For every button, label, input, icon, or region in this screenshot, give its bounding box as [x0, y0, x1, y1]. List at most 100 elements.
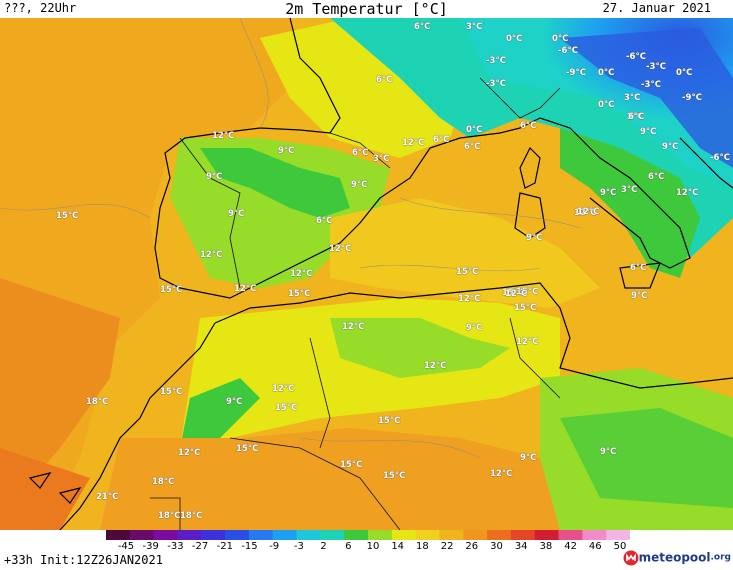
color-scale-swatch: [248, 530, 274, 540]
temperature-label: 15°C: [160, 285, 183, 295]
forecast-date: 27. Januar 2021: [602, 1, 711, 15]
temperature-label: 9°C: [640, 127, 657, 137]
temperature-label: -9°C: [682, 93, 702, 103]
color-scale-swatch: [201, 530, 226, 540]
temperature-label: 12°C: [490, 469, 513, 479]
temperature-label: 12°C: [290, 269, 313, 279]
scale-tick-label: -9: [269, 541, 280, 552]
temperature-label: 12°C: [577, 207, 600, 217]
scale-tick-label: 18: [416, 541, 429, 552]
color-scale-labels: -45 -39 -33 -27 -21 -15 -9 -3 2 6 10 14 18 22 26 30 34 38…: [0, 541, 733, 553]
scale-tick-label: 26: [465, 541, 479, 552]
color-scale-swatch: [153, 530, 179, 540]
temperature-map: 6°C 3°C 0°C 0°C -6°C -6°C -3°C -3°C -9°C 0°C 0°C -3…: [0, 18, 733, 530]
temperature-label: 12°C: [424, 361, 447, 371]
temperature-field: [0, 18, 733, 530]
temperature-label: 12°C: [234, 284, 257, 294]
scale-tick-label: 2: [320, 541, 327, 552]
color-scale-swatch: [582, 530, 607, 540]
scale-tick-label: -33: [167, 541, 184, 552]
scale-tick-label: 38: [539, 541, 553, 552]
temperature-label: 18°C: [86, 397, 109, 407]
temperature-label: 0°C: [598, 100, 615, 110]
temperature-label: 6°C: [433, 135, 450, 145]
scale-tick-label: 42: [564, 541, 577, 552]
temperature-label: 15°C: [378, 416, 401, 426]
temperature-label: 6°C: [414, 22, 431, 32]
temperature-label: 9°C: [600, 188, 617, 198]
temperature-label: -6°C: [710, 153, 730, 163]
map-title: 2m Temperatur [°C]: [285, 0, 448, 18]
color-scale-swatch: [129, 530, 155, 540]
temperature-label: -3°C: [486, 79, 506, 89]
temperature-label: 3°C: [621, 185, 638, 195]
iberia-green-field: [200, 148, 350, 218]
color-scale-bar: [106, 530, 630, 540]
brand-name: meteopool: [638, 550, 711, 565]
color-scale-swatch: [415, 530, 441, 540]
temperature-label: 0°C: [466, 125, 483, 135]
scale-tick-label: -45: [117, 541, 135, 552]
temperature-label: 6°C: [630, 263, 647, 273]
temperature-label: 9°C: [226, 397, 243, 407]
temperature-label: 3°C: [466, 22, 483, 32]
temperature-label: 0°C: [676, 68, 693, 78]
atlas-yellow-field: [180, 298, 560, 448]
temperature-label: 15°C: [502, 288, 525, 298]
color-scale-swatch: [368, 530, 393, 540]
meteopool-logo-icon: [623, 550, 639, 566]
temperature-label: 12°C: [676, 188, 699, 198]
init-info: +33h Init:12Z26JAN2021: [4, 553, 163, 567]
temperature-label: 3°C: [624, 93, 641, 103]
temperature-label: 15°C: [516, 287, 539, 297]
brand-logo[interactable]: meteopool.org: [623, 547, 731, 565]
temperature-label: 12°C: [516, 337, 539, 347]
temperature-label: 15°C: [236, 444, 259, 454]
color-scale-svg: [106, 530, 630, 540]
temperature-label: 12°C: [200, 250, 223, 260]
temperature-label: 12°C: [178, 448, 201, 458]
temperature-label: 9°C: [631, 291, 648, 301]
color-scale-swatch: [487, 530, 512, 540]
map-footer: -45 -39 -33 -27 -21 -15 -9 -3 2 6 10 14 18 22 26 30 34 38…: [0, 530, 733, 567]
canary-field: [0, 448, 90, 530]
color-scale-swatch: [177, 530, 202, 540]
scale-tick-label: 30: [490, 541, 503, 552]
scale-tick-label: -39: [142, 541, 159, 552]
color-scale-swatch: [558, 530, 583, 540]
color-scale-swatch: [296, 530, 321, 540]
scale-tick-label: 46: [588, 541, 602, 552]
color-scale-swatch: [225, 530, 250, 540]
temperature-label: 0°C: [506, 34, 523, 44]
color-scale-swatch: [391, 530, 417, 540]
temperature-label: 6°C: [376, 75, 393, 85]
temperature-label: 3°C: [373, 154, 390, 164]
color-scale-swatch: [320, 530, 345, 540]
scale-tick-label: 6: [345, 541, 352, 552]
med-sea-field: [330, 198, 600, 308]
scale-tick-label: 34: [514, 541, 528, 552]
high-atlas-field: [180, 378, 260, 448]
temperature-label: -6°C: [558, 46, 578, 56]
italy-green-field: [560, 128, 700, 278]
temperature-label: 6°C: [648, 172, 665, 182]
temperature-label: 9°C: [351, 180, 368, 190]
run-label: ???, 22Uhr: [4, 1, 77, 15]
scale-tick-label: 10: [366, 541, 380, 552]
temperature-label: 9°C: [520, 453, 537, 463]
scale-tick-label: 22: [440, 541, 454, 552]
temperature-label: 12°C: [505, 289, 528, 299]
sahara-field: [100, 428, 560, 530]
temperature-label: 6°C: [316, 216, 333, 226]
temperature-label: 15°C: [275, 403, 298, 413]
temperature-label: 18°C: [152, 477, 175, 487]
temperature-label: 6°C: [628, 112, 645, 122]
temperature-label: 15°C: [514, 303, 537, 313]
temperature-label: 15°C: [383, 471, 406, 481]
isotherms: [0, 18, 581, 459]
temperature-label: 9°C: [206, 172, 223, 182]
libya-green-field: [560, 408, 733, 508]
temperature-label: 12°C: [212, 131, 235, 141]
temperature-label: 0°C: [598, 68, 615, 78]
color-scale-swatch: [510, 530, 536, 540]
